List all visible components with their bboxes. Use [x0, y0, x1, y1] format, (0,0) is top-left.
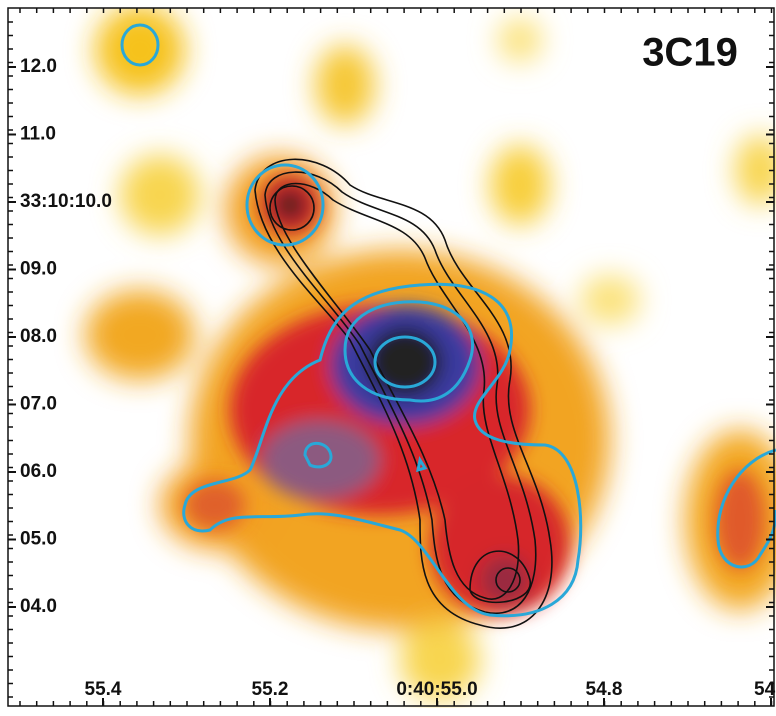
title: 3C19 [642, 31, 738, 75]
radio-contours [254, 158, 553, 629]
y-label: 09.0 [20, 259, 57, 280]
y-label: 11.0 [20, 124, 56, 145]
frame [7, 7, 775, 707]
y-label: 12.0 [20, 56, 57, 77]
y-label: 06.0 [20, 461, 57, 482]
y-label: 33:10:10.0 [20, 191, 112, 212]
y-label: 07.0 [20, 394, 57, 415]
x-label: 0:40:55.0 [396, 679, 477, 700]
x-label: 54.8 [586, 679, 623, 700]
y-label: 08.0 [20, 326, 57, 347]
x-labels: 55.4 55.2 0:40:55.0 54.8 54 [85, 679, 776, 700]
tick-marks [8, 8, 774, 706]
x-label: 55.4 [85, 679, 122, 700]
y-label: 04.0 [20, 596, 57, 617]
image [85, 8, 776, 700]
y-label: 05.0 [20, 529, 57, 550]
x-label: 55.2 [252, 679, 289, 700]
x-label: 54 [754, 679, 776, 700]
y-labels: 12.0 11.0 33:10:10.0 09.0 08.0 07.0 06.0 05.0 04… [20, 56, 112, 617]
